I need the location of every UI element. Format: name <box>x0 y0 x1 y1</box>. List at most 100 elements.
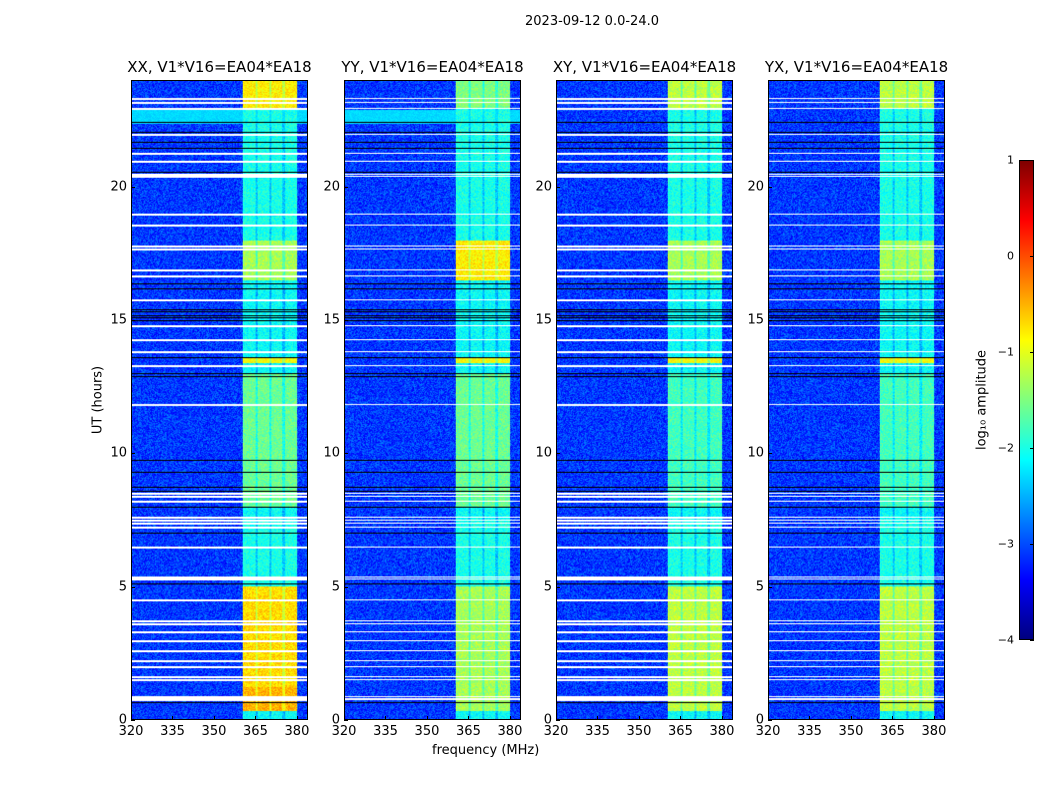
x-tick-label: 335 <box>373 724 398 739</box>
y-tick-mark <box>768 720 772 721</box>
x-tick-mark <box>638 716 640 720</box>
colorbar-tick-label: 1 <box>1007 153 1014 167</box>
y-tick-label: 10 <box>323 445 340 461</box>
x-tick-mark <box>509 716 511 720</box>
x-tick-label: 365 <box>243 724 268 739</box>
x-tick-label: 320 <box>755 724 781 739</box>
colorbar-tick-label: −1 <box>997 345 1014 359</box>
y-tick-mark <box>131 586 135 588</box>
y-tick-mark <box>556 586 560 588</box>
y-tick-mark <box>131 453 135 455</box>
colorbar-tick-mark <box>1030 544 1034 545</box>
colorbar-tick-label: −3 <box>997 537 1014 551</box>
spectrogram-panel <box>556 80 733 720</box>
y-tick-mark <box>344 720 348 721</box>
x-tick-label: 335 <box>585 724 610 739</box>
x-tick-label: 335 <box>797 724 822 739</box>
y-tick-mark <box>768 186 772 188</box>
y-tick-mark <box>768 320 772 321</box>
y-tick-label: 15 <box>110 312 127 328</box>
colorbar-tick-label: −4 <box>997 633 1014 647</box>
colorbar-tick-label: 0 <box>1007 249 1014 263</box>
x-tick-label: 320 <box>543 724 569 739</box>
spectrogram-heatmap <box>769 81 944 719</box>
y-tick-mark <box>131 186 135 188</box>
x-tick-mark <box>296 716 298 720</box>
y-tick-label: 0 <box>543 712 552 728</box>
x-tick-mark <box>468 716 470 720</box>
colorbar-tick-mark <box>1030 160 1034 161</box>
x-tick-mark <box>892 716 894 720</box>
y-tick-label: 20 <box>535 179 552 195</box>
y-tick-mark <box>556 720 560 721</box>
y-tick-mark <box>131 720 135 721</box>
colorbar-tick-label: −2 <box>997 441 1014 455</box>
x-tick-label: 350 <box>838 724 864 739</box>
x-tick-mark <box>556 716 557 720</box>
x-tick-label: 350 <box>626 724 652 739</box>
panel-title: YX, V1*V16=EA04*EA18 <box>764 58 949 76</box>
x-tick-mark <box>850 716 852 720</box>
y-tick-label: 5 <box>118 579 127 595</box>
y-tick-label: 5 <box>331 579 340 595</box>
y-tick-label: 10 <box>110 445 127 461</box>
y-tick-label: 10 <box>535 445 552 461</box>
spectrogram-heatmap <box>132 81 307 719</box>
y-tick-mark <box>344 186 348 188</box>
colorbar-tick-mark <box>1030 448 1034 449</box>
y-tick-label: 5 <box>755 579 764 595</box>
y-tick-label: 15 <box>535 312 552 328</box>
x-tick-mark <box>721 716 723 720</box>
x-tick-mark <box>385 716 387 720</box>
x-tick-label: 320 <box>331 724 357 739</box>
spectrogram-panel <box>344 80 521 720</box>
y-tick-mark <box>344 586 348 588</box>
x-tick-label: 365 <box>456 724 481 739</box>
y-tick-label: 0 <box>331 712 340 728</box>
x-axis-label: frequency (MHz) <box>432 743 540 758</box>
y-tick-label: 5 <box>543 579 552 595</box>
y-tick-label: 15 <box>747 312 764 328</box>
spectrogram-heatmap <box>345 81 520 719</box>
colorbar-tick-mark <box>1030 352 1034 353</box>
y-axis-label: UT (hours) <box>90 365 106 435</box>
x-tick-mark <box>933 716 935 720</box>
y-tick-mark <box>768 586 772 588</box>
y-tick-mark <box>556 186 560 188</box>
colorbar <box>1019 160 1034 640</box>
y-tick-mark <box>131 320 135 321</box>
spectrogram-panel <box>131 80 308 720</box>
panel-title: XX, V1*V16=EA04*EA18 <box>127 58 312 76</box>
x-tick-label: 335 <box>160 724 185 739</box>
x-tick-mark <box>426 716 428 720</box>
x-tick-label: 380 <box>284 724 310 739</box>
x-tick-label: 380 <box>921 724 947 739</box>
y-tick-label: 15 <box>323 312 340 328</box>
x-tick-label: 365 <box>880 724 905 739</box>
y-tick-label: 20 <box>110 179 127 195</box>
x-tick-label: 350 <box>414 724 440 739</box>
colorbar-label: log₁₀ amplitude <box>974 349 990 451</box>
x-tick-mark <box>255 716 257 720</box>
y-tick-mark <box>344 453 348 455</box>
x-tick-label: 365 <box>668 724 693 739</box>
y-tick-label: 20 <box>747 179 764 195</box>
y-tick-mark <box>556 320 560 321</box>
y-tick-label: 10 <box>747 445 764 461</box>
panel-title: XY, V1*V16=EA04*EA18 <box>552 58 737 76</box>
colorbar-tick-mark <box>1030 640 1034 641</box>
x-tick-label: 380 <box>497 724 523 739</box>
x-tick-mark <box>597 716 599 720</box>
y-tick-label: 0 <box>118 712 127 728</box>
colorbar-tick-mark <box>1030 256 1034 257</box>
x-tick-mark <box>809 716 811 720</box>
x-tick-label: 380 <box>709 724 735 739</box>
panel-title: YY, V1*V16=EA04*EA18 <box>341 58 524 76</box>
y-tick-label: 20 <box>323 179 340 195</box>
x-tick-mark <box>680 716 682 720</box>
x-tick-label: 320 <box>118 724 144 739</box>
x-tick-mark <box>131 716 132 720</box>
y-tick-mark <box>768 453 772 455</box>
figure-title: 2023-09-12 0.0-24.0 <box>525 14 659 29</box>
